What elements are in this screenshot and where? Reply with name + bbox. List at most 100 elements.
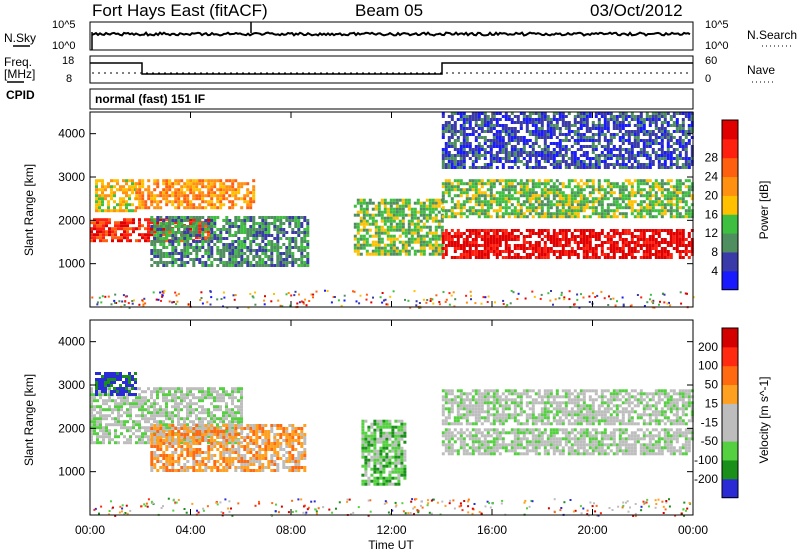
data-cell [102, 441, 105, 445]
data-cell [477, 188, 481, 192]
data-cell [129, 221, 132, 225]
data-cell [183, 405, 186, 409]
data-cell [642, 229, 646, 232]
data-cell [582, 203, 586, 207]
data-cell [633, 160, 637, 163]
scatter-cell [131, 300, 134, 302]
data-cell [651, 121, 655, 124]
data-cell [231, 203, 235, 207]
data-cell [374, 225, 378, 229]
data-cell [567, 121, 571, 124]
data-cell [246, 191, 250, 195]
data-cell [386, 225, 390, 229]
data-cell [174, 219, 178, 222]
scatter-cell [302, 302, 305, 305]
data-cell [582, 112, 586, 115]
data-cell [633, 194, 637, 198]
data-cell [138, 402, 141, 406]
data-cell [141, 200, 145, 204]
scatter-cell [666, 302, 669, 305]
data-cell [90, 432, 93, 436]
data-cell [597, 215, 601, 219]
data-cell [513, 256, 517, 259]
scatter-cell [502, 303, 505, 305]
data-cell [195, 249, 199, 252]
data-cell [594, 115, 598, 118]
data-cell [456, 148, 460, 151]
data-cell [549, 136, 553, 139]
data-cell [522, 194, 526, 198]
data-cell [404, 249, 408, 253]
data-cell [144, 414, 147, 418]
data-cell [480, 185, 484, 189]
data-cell [549, 200, 553, 204]
data-cell [528, 232, 532, 235]
data-cell [648, 166, 652, 169]
data-cell [210, 228, 214, 231]
scatter-cell [413, 290, 416, 293]
data-cell [98, 197, 101, 201]
data-cell [486, 182, 490, 186]
data-cell [489, 247, 493, 250]
data-cell [549, 130, 553, 133]
data-cell [456, 179, 460, 183]
data-cell [465, 235, 469, 238]
data-cell [174, 237, 178, 240]
data-cell [135, 182, 139, 186]
data-cell [147, 239, 150, 243]
data-cell [125, 191, 128, 195]
data-cell [471, 197, 475, 201]
data-cell [633, 229, 637, 232]
data-cell [398, 198, 402, 202]
data-cell [624, 238, 628, 241]
data-cell [663, 188, 667, 192]
data-cell [362, 210, 366, 214]
data-cell [660, 127, 664, 130]
data-cell [453, 163, 457, 166]
data-cell [465, 244, 469, 247]
data-cell [642, 154, 646, 157]
data-cell [380, 228, 384, 232]
colorbar-segment [722, 157, 738, 178]
data-cell [483, 247, 487, 250]
data-cell [192, 246, 196, 249]
data-cell [474, 160, 478, 163]
data-cell [642, 235, 646, 238]
data-cell [639, 163, 643, 166]
data-cell [108, 405, 111, 409]
data-cell [441, 241, 445, 244]
data-cell [543, 133, 547, 136]
data-cell [150, 219, 154, 222]
data-cell [261, 237, 265, 240]
data-cell [285, 252, 289, 255]
data-cell [356, 240, 360, 244]
data-cell [642, 200, 646, 204]
data-cell [404, 234, 408, 238]
data-cell [108, 393, 111, 397]
data-cell [210, 252, 214, 255]
data-cell [93, 423, 96, 427]
data-cell [162, 261, 166, 264]
data-cell [117, 411, 120, 415]
data-cell [555, 121, 559, 124]
data-cell [513, 247, 517, 250]
data-cell [654, 256, 658, 259]
data-cell [216, 197, 220, 201]
scatter-cell [138, 303, 141, 306]
data-cell [576, 163, 580, 166]
data-cell [630, 157, 634, 160]
scatter-cell [157, 298, 160, 301]
data-cell [428, 240, 432, 244]
data-cell [105, 432, 108, 436]
data-cell [135, 420, 138, 424]
data-cell [591, 191, 595, 195]
data-cell [489, 191, 493, 195]
data-cell [171, 231, 175, 234]
data-cell [663, 115, 667, 118]
data-cell [93, 441, 96, 445]
data-cell [129, 435, 132, 439]
scatter-cell [209, 290, 212, 293]
data-cell [489, 241, 493, 244]
data-cell [195, 231, 199, 234]
data-cell [462, 203, 466, 207]
